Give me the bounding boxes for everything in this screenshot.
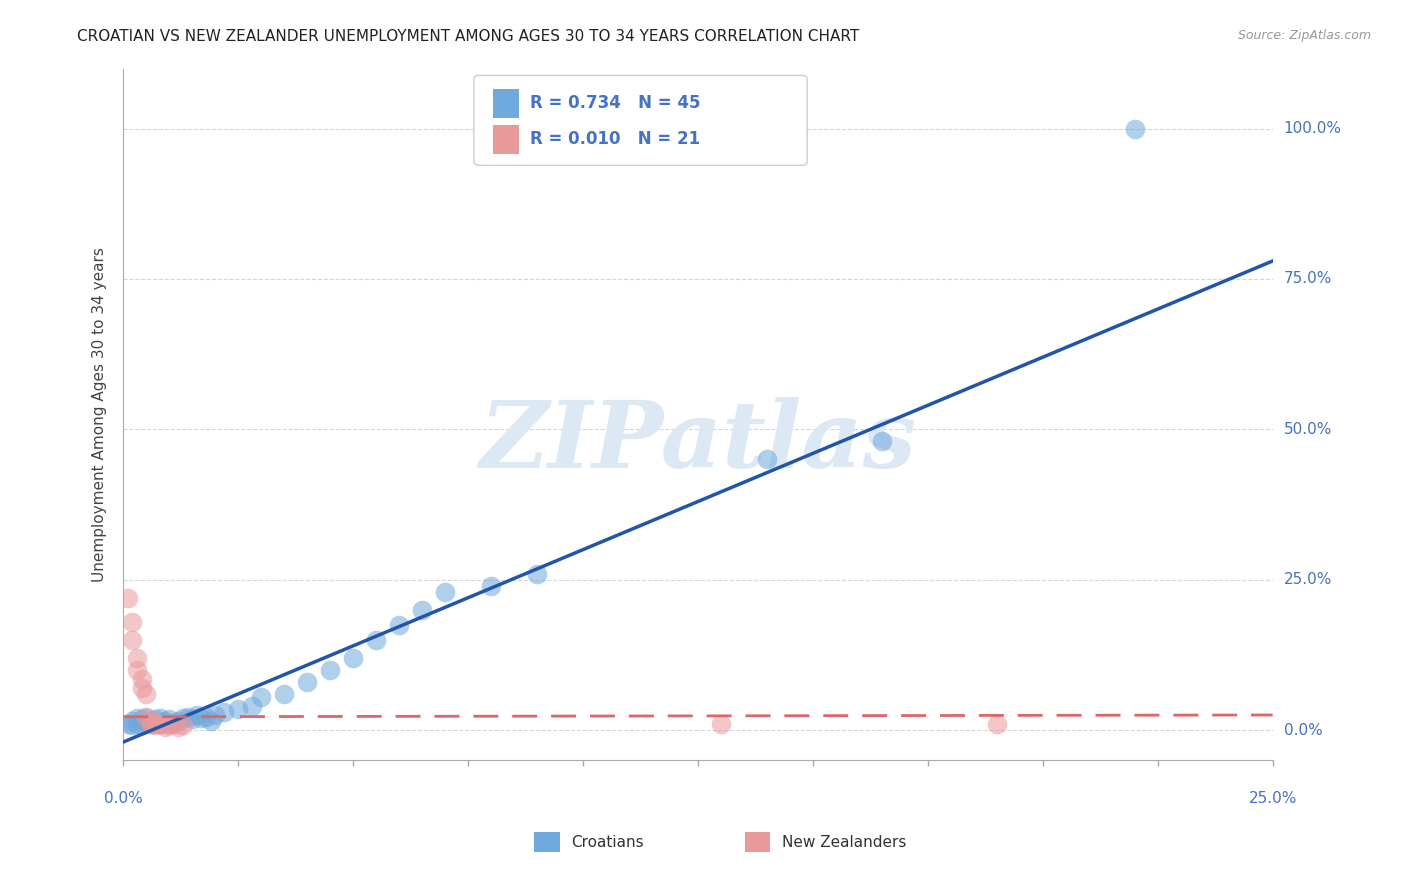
Point [240,698,263,713]
Point [342,651,364,665]
Text: New Zealanders: New Zealanders [782,835,905,849]
Point [145,712,167,726]
Point [986,717,1008,731]
Point [157,712,180,726]
Point [117,591,139,605]
Point [149,717,172,731]
Point [157,718,180,732]
Point [172,711,194,725]
Point [149,717,172,731]
Point [131,718,153,732]
Point [149,711,172,725]
Text: R = 0.010   N = 21: R = 0.010 N = 21 [530,130,700,148]
Point [145,718,167,732]
Text: 0.0%: 0.0% [1284,723,1323,738]
Point [121,615,143,629]
Point [388,617,411,632]
Point [139,714,162,728]
Point [710,717,733,731]
Point [135,687,157,701]
Point [131,681,153,695]
Point [366,632,388,647]
Point [870,434,893,449]
Point [145,715,167,730]
Point [181,712,204,726]
FancyBboxPatch shape [494,125,519,153]
Text: ZIPatlas: ZIPatlas [479,397,917,487]
Text: CROATIAN VS NEW ZEALANDER UNEMPLOYMENT AMONG AGES 30 TO 34 YEARS CORRELATION CHA: CROATIAN VS NEW ZEALANDER UNEMPLOYMENT A… [77,29,859,44]
Point [273,687,295,701]
Text: 25.0%: 25.0% [1284,572,1331,587]
Point [190,711,212,725]
Point [121,714,143,728]
Point [479,579,502,593]
Point [127,717,149,731]
Point [200,714,222,728]
Point [131,712,153,726]
Point [121,632,143,647]
Point [250,690,273,704]
Point [176,710,198,724]
FancyBboxPatch shape [494,88,519,118]
Point [145,715,167,730]
Text: 50.0%: 50.0% [1284,422,1331,437]
Text: 75.0%: 75.0% [1284,271,1331,286]
Point [226,702,249,716]
Point [195,710,218,724]
Text: Source: ZipAtlas.com: Source: ZipAtlas.com [1237,29,1371,42]
Y-axis label: Unemployment Among Ages 30 to 34 years: Unemployment Among Ages 30 to 34 years [93,247,107,582]
Point [157,717,180,731]
Text: 0.0%: 0.0% [104,790,142,805]
Point [1123,121,1146,136]
Point [411,603,433,617]
Point [319,663,342,677]
Text: Croatians: Croatians [571,835,644,849]
Point [131,672,153,686]
Point [214,705,236,719]
Text: 100.0%: 100.0% [1284,121,1341,136]
Point [167,720,190,734]
Point [163,715,186,730]
Point [135,715,157,730]
Point [434,584,457,599]
Point [204,708,226,723]
Point [135,710,157,724]
Point [295,674,318,689]
Point [127,651,149,665]
Point [163,717,186,731]
Point [172,718,194,732]
Point [127,663,149,677]
Point [167,714,190,728]
Point [139,714,162,728]
Point [153,720,176,734]
FancyBboxPatch shape [474,76,807,165]
Text: 25.0%: 25.0% [1249,790,1296,805]
Point [186,708,208,723]
Point [139,717,162,731]
Point [121,718,143,732]
Point [153,714,176,728]
Point [139,717,162,731]
Point [755,452,778,467]
Point [117,717,139,731]
Point [526,566,548,581]
Point [135,711,157,725]
Point [127,711,149,725]
Text: R = 0.734   N = 45: R = 0.734 N = 45 [530,94,700,112]
